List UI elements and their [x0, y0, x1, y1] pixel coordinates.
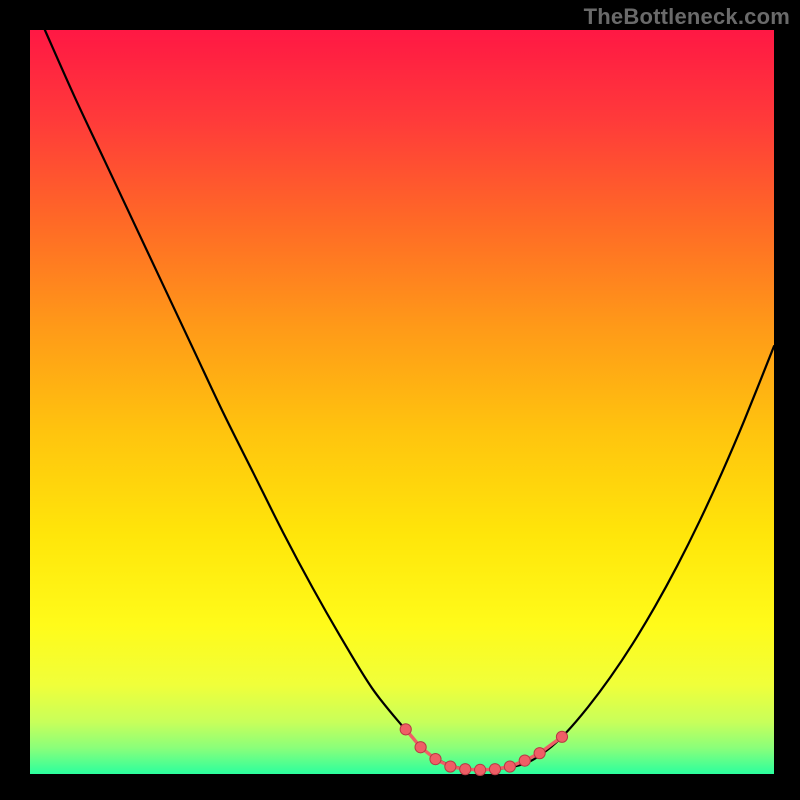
marker-dot — [400, 724, 411, 735]
marker-dot — [504, 761, 515, 772]
marker-dot — [460, 764, 471, 775]
marker-dot — [556, 731, 567, 742]
marker-dot — [415, 742, 426, 753]
marker-dot — [445, 761, 456, 772]
marker-dot — [534, 748, 545, 759]
plot-area — [30, 30, 774, 774]
marker-dot — [430, 754, 441, 765]
marker-dot — [519, 755, 530, 766]
marker-group — [400, 724, 567, 776]
marker-dot — [489, 764, 500, 775]
watermark-text: TheBottleneck.com — [584, 4, 790, 30]
bottleneck-curve-layer — [30, 30, 774, 774]
marker-dot — [475, 764, 486, 775]
bottleneck-curve — [45, 30, 774, 770]
chart-container: TheBottleneck.com — [0, 0, 800, 800]
